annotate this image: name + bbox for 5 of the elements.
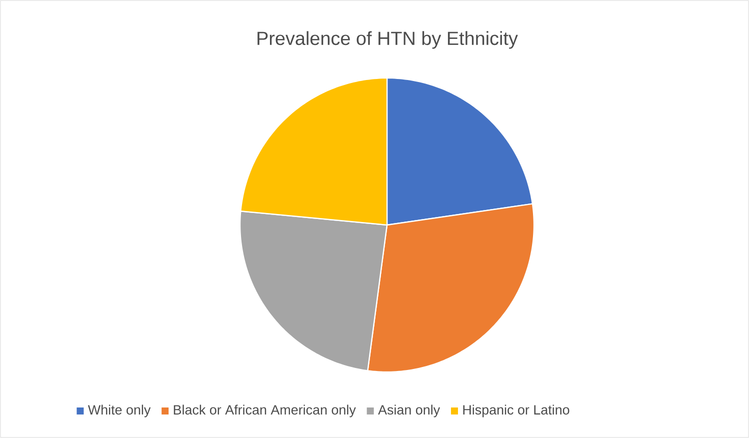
legend-label: White only [88,404,151,418]
legend-label: Black or African American only [174,404,356,418]
legend-label: Asian only [378,404,440,418]
legend-label: Hispanic or Latino [463,404,570,418]
chart-title: Prevalence of HTN by Ethnicity [258,31,518,49]
